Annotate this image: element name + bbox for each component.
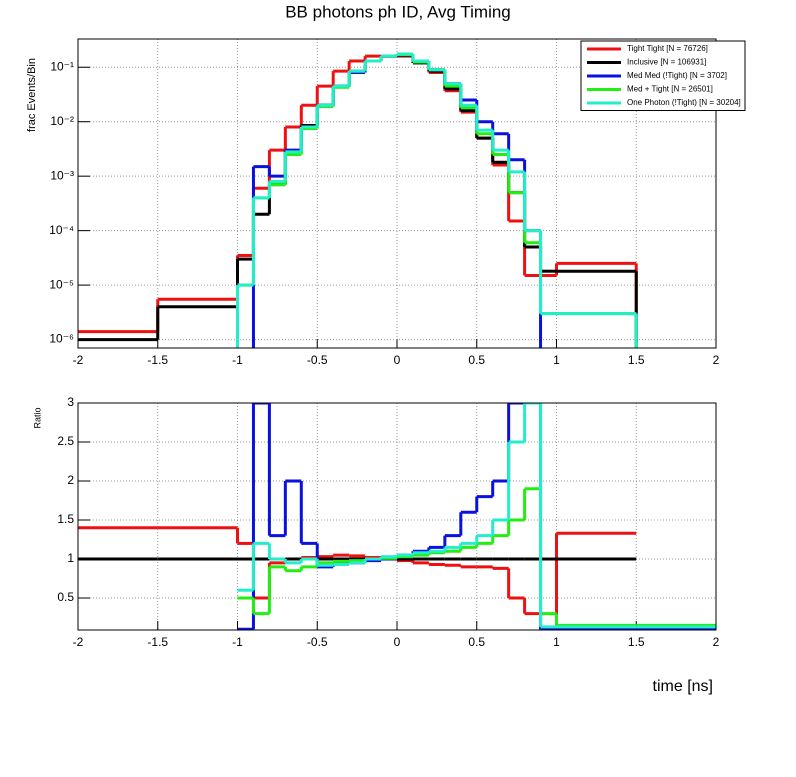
y-tick-label: 10⁻⁶ — [49, 332, 74, 346]
legend-label: Med + Tight [N = 26501] — [627, 85, 713, 94]
x-tick-label: -1.5 — [147, 353, 168, 367]
x-tick-label: 1 — [553, 353, 560, 367]
x-tick-label: 2 — [713, 635, 720, 649]
y-axis-label: frac Events/Bin — [26, 58, 38, 132]
y-tick-label: 0.5 — [57, 590, 74, 604]
x-axis-label: time [ns] — [653, 678, 713, 695]
y-tick-label: 2 — [67, 473, 74, 487]
frame — [77, 38, 717, 349]
x-tick-label: -2 — [73, 635, 84, 649]
legend-label: Inclusive [N = 106931] — [627, 58, 706, 67]
x-tick-label: 1.5 — [628, 353, 645, 367]
x-tick-label: -2 — [73, 353, 84, 367]
plot-area — [78, 403, 716, 630]
y-tick-label: 10⁻³ — [50, 168, 74, 182]
frame — [77, 402, 717, 631]
plot-area — [78, 52, 638, 348]
x-tick-label: -1 — [232, 635, 243, 649]
x-tick-label: 0 — [394, 635, 401, 649]
legend-label: Tight Tight [N = 76726] — [627, 44, 708, 53]
x-tick-label: -1 — [232, 353, 243, 367]
x-tick-label: 0.5 — [468, 635, 485, 649]
x-tick-label: 1.5 — [628, 635, 645, 649]
y-tick-label: 10⁻¹ — [50, 59, 74, 73]
x-tick-label: -0.5 — [307, 635, 328, 649]
x-tick-label: 0 — [394, 353, 401, 367]
y-tick-label: 10⁻² — [50, 114, 74, 128]
x-tick-label: 0.5 — [468, 353, 485, 367]
x-tick-label: -0.5 — [307, 353, 328, 367]
y-tick-label: 10⁻⁴ — [49, 223, 74, 237]
y-tick-label: 1 — [67, 551, 74, 565]
y-tick-label: 1.5 — [57, 512, 74, 526]
x-tick-label: 1 — [553, 635, 560, 649]
x-tick-label: 2 — [713, 353, 720, 367]
x-tick-label: -1.5 — [147, 635, 168, 649]
chart-title: BB photons ph ID, Avg Timing — [285, 2, 511, 21]
legend-label: One Photon (!Tight) [N = 30204] — [627, 98, 741, 107]
y-tick-label: 10⁻⁵ — [49, 277, 74, 291]
y-tick-label: 3 — [67, 395, 74, 409]
y-tick-label: 2.5 — [57, 434, 74, 448]
legend-label: Med Med (!Tight) [N = 3702] — [627, 71, 727, 80]
y-axis-label: Ratio — [32, 407, 42, 428]
